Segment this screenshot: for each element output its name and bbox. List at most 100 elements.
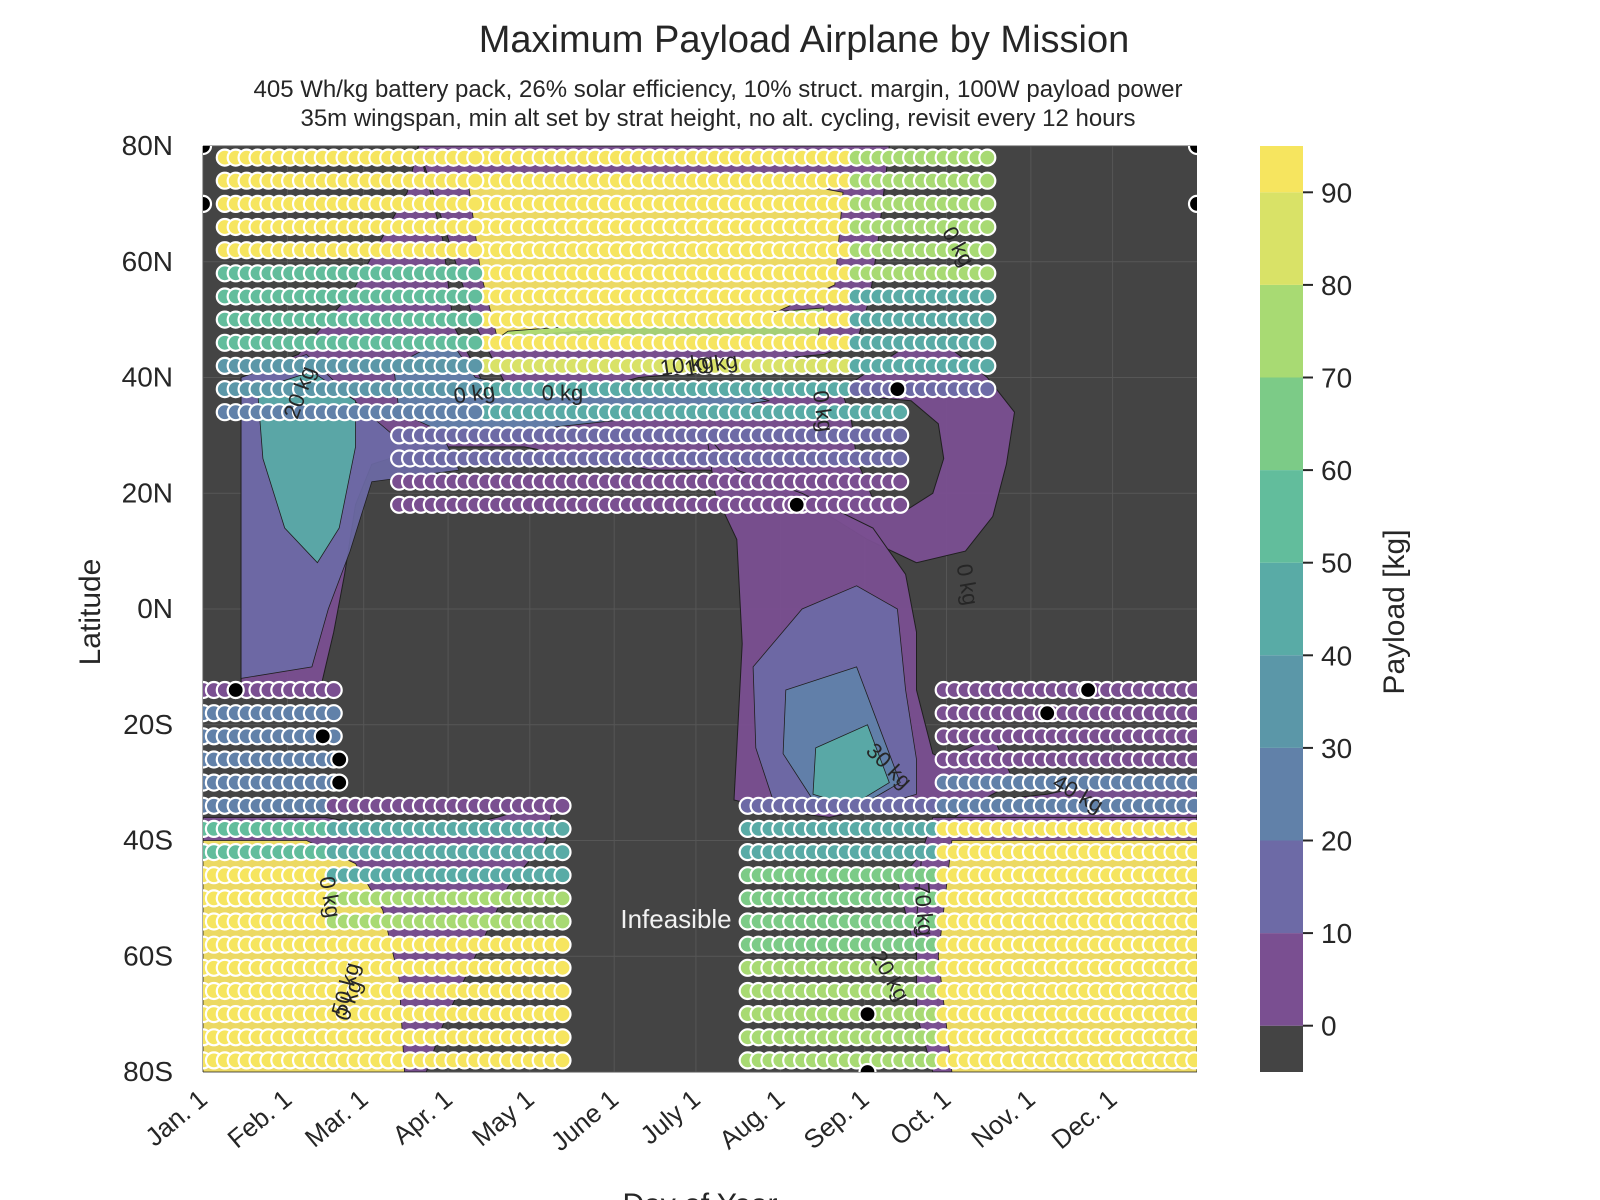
colorbar-segment <box>1260 840 1303 934</box>
chart-title: Maximum Payload Airplane by Mission <box>479 19 1130 61</box>
contour-label: 0 kg <box>542 381 584 406</box>
mission-point <box>978 287 997 306</box>
colorbar-segment <box>1260 192 1303 285</box>
mission-point <box>978 171 997 190</box>
mission-point <box>466 171 485 190</box>
x-tick-label: Dec. 1 <box>1046 1084 1123 1155</box>
colorbar-segment <box>1260 146 1303 193</box>
colorbar-tick-label: 10 <box>1321 918 1352 949</box>
mission-point <box>1185 704 1197 723</box>
x-axis-label: Day of Year <box>622 1188 777 1200</box>
mission-point <box>978 333 997 352</box>
y-tick-label: 20S <box>123 709 173 740</box>
mission-points <box>203 146 1197 1072</box>
colorbar-segment <box>1260 470 1303 563</box>
x-tick-label: Aug. 1 <box>713 1084 790 1155</box>
colorbar-tick-label: 20 <box>1321 826 1352 857</box>
mission-point <box>553 1004 572 1024</box>
mission-point <box>891 426 910 445</box>
colorbar-tick-label: 70 <box>1321 363 1352 394</box>
mission-point <box>553 1051 572 1070</box>
x-tick-label: Oct. 1 <box>884 1084 956 1152</box>
infeasible-point <box>1038 704 1057 723</box>
mission-point <box>1185 912 1197 931</box>
colorbar-segment <box>1260 562 1303 656</box>
y-tick-label: 60S <box>123 940 173 971</box>
mission-point <box>978 241 997 260</box>
y-tick-label: 0N <box>137 593 173 624</box>
infeasible-point <box>203 194 213 213</box>
contour-label: 70 kg <box>909 881 939 937</box>
mission-point <box>466 217 485 237</box>
y-tick-label: 40N <box>122 362 173 393</box>
mission-point <box>553 866 572 885</box>
infeasible-point <box>330 773 349 792</box>
y-tick-label: 80N <box>122 130 173 161</box>
mission-point <box>1185 866 1197 885</box>
mission-point <box>1185 889 1197 908</box>
colorbar-segment <box>1260 655 1303 748</box>
y-tick-label: 20N <box>122 477 173 508</box>
mission-point <box>553 819 572 839</box>
contour-label: 0 kg <box>808 389 839 434</box>
mission-point <box>466 194 485 213</box>
colorbar-tick-label: 0 <box>1321 1011 1337 1042</box>
mission-point <box>324 680 343 700</box>
colorbar: 0 10 20 30 40 50 60 70 80 90 <box>1260 146 1352 1072</box>
contour-level-3-2 <box>812 724 890 807</box>
mission-point <box>978 356 997 375</box>
infeasible-point <box>1187 146 1197 156</box>
infeasible-point <box>858 1062 877 1072</box>
x-tick-label: Nov. 1 <box>965 1084 1040 1154</box>
infeasible-point <box>888 380 907 399</box>
mission-point <box>978 217 997 237</box>
mission-point <box>1185 727 1197 746</box>
colorbar-segment <box>1260 1025 1303 1072</box>
chart-subtitle-line-2: 35m wingspan, min alt set by strat heigh… <box>300 105 1135 132</box>
colorbar-segment <box>1260 747 1303 841</box>
mission-point <box>1185 680 1197 700</box>
x-tick-label: Jan. 1 <box>139 1084 213 1153</box>
mission-point <box>978 380 997 399</box>
mission-point <box>553 796 572 815</box>
x-tick-label: Feb. 1 <box>222 1084 298 1154</box>
mission-point <box>1185 819 1197 838</box>
mission-point <box>466 287 485 306</box>
mission-point <box>1185 1005 1197 1024</box>
colorbar-tick-label: 50 <box>1321 548 1352 579</box>
mission-point <box>553 889 572 908</box>
mission-point <box>553 1028 572 1047</box>
mission-point <box>978 194 997 213</box>
x-tick-label: Apr. 1 <box>387 1084 458 1151</box>
mission-point <box>1185 796 1197 815</box>
mission-point <box>1185 935 1197 954</box>
mission-point <box>466 310 485 329</box>
mission-point <box>1185 843 1197 862</box>
mission-point <box>553 935 572 954</box>
x-tick-label: May 1 <box>466 1084 540 1152</box>
x-tick-label: July 1 <box>634 1084 705 1151</box>
mission-point <box>1185 981 1197 1001</box>
mission-point <box>978 148 997 167</box>
infeasible-point <box>313 727 332 746</box>
infeasible-point <box>787 495 806 514</box>
mission-point <box>466 148 485 167</box>
mission-point <box>466 333 485 352</box>
mission-point <box>466 264 485 283</box>
colorbar-tick-label: 80 <box>1321 270 1352 301</box>
colorbar-segment <box>1260 284 1303 378</box>
colorbar-label: Payload [kg] <box>1378 529 1411 694</box>
mission-point <box>1185 773 1197 792</box>
mission-point <box>891 403 910 422</box>
mission-point <box>553 958 572 977</box>
mission-point <box>891 495 910 514</box>
mission-point <box>1185 750 1197 769</box>
colorbar-segment <box>1260 933 1303 1026</box>
x-tick-label: Sep. 1 <box>798 1084 875 1155</box>
y-tick-label: 60N <box>122 246 173 277</box>
mission-point <box>466 241 485 260</box>
mission-point <box>891 472 910 491</box>
y-tick-label: 80S <box>123 1056 173 1087</box>
colorbar-tick-label: 60 <box>1321 455 1352 486</box>
